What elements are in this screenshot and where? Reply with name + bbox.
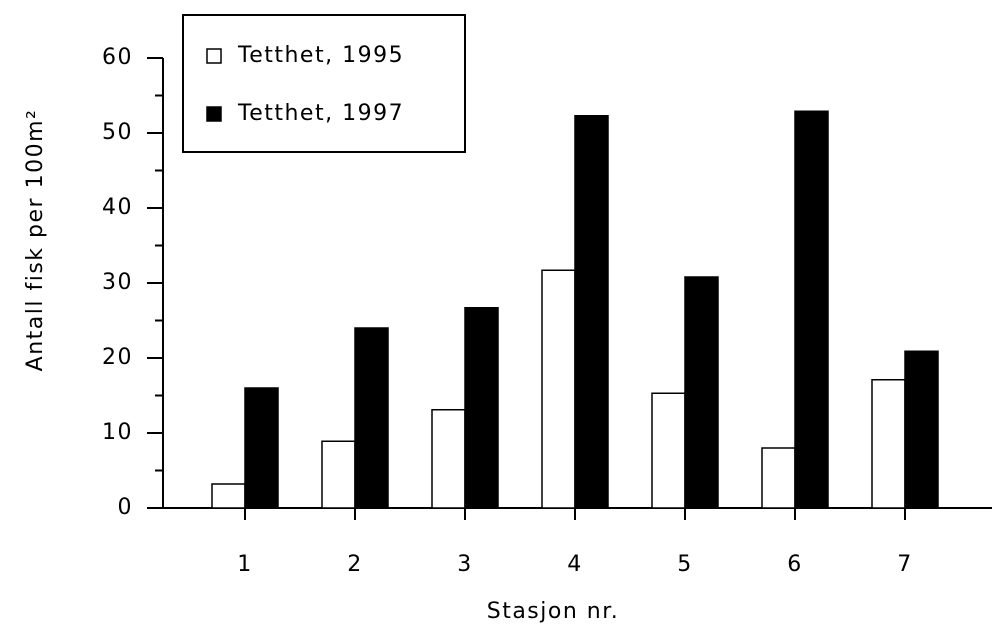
bar xyxy=(321,440,356,509)
x-tick-label: 1 xyxy=(237,552,253,577)
y-tick-label: 30 xyxy=(102,270,133,295)
legend-box xyxy=(182,14,466,153)
x-tick-label: 5 xyxy=(677,552,693,577)
legend-swatch xyxy=(206,106,222,122)
bar xyxy=(761,447,796,509)
bar xyxy=(464,307,499,509)
x-tick-label: 3 xyxy=(457,552,473,577)
y-tick-label: 20 xyxy=(102,345,133,370)
bar xyxy=(794,110,829,509)
bar xyxy=(354,327,389,509)
x-axis-label: Stasjon nr. xyxy=(487,599,620,624)
bar xyxy=(431,409,466,509)
x-tick-label: 4 xyxy=(567,552,583,577)
y-tick-label: 60 xyxy=(102,45,133,70)
y-tick-label: 50 xyxy=(102,120,133,145)
legend-label: Tetthet, 1997 xyxy=(237,101,404,126)
y-tick-label: 40 xyxy=(102,195,133,220)
x-tick-label: 7 xyxy=(897,552,913,577)
x-tick-label: 2 xyxy=(347,552,363,577)
y-tick-label: 0 xyxy=(118,495,134,520)
bar xyxy=(244,387,279,509)
bar xyxy=(904,350,939,509)
legend-swatch xyxy=(206,48,222,64)
x-tick-label: 6 xyxy=(787,552,803,577)
y-tick-label: 10 xyxy=(102,420,133,445)
bar xyxy=(211,483,246,509)
bar xyxy=(684,276,719,509)
bar xyxy=(574,115,609,509)
y-axis-label: Antall fisk per 100m² xyxy=(23,109,48,372)
bar xyxy=(651,392,686,509)
bar xyxy=(541,269,576,509)
legend-label: Tetthet, 1995 xyxy=(237,43,404,68)
bar xyxy=(871,379,906,509)
